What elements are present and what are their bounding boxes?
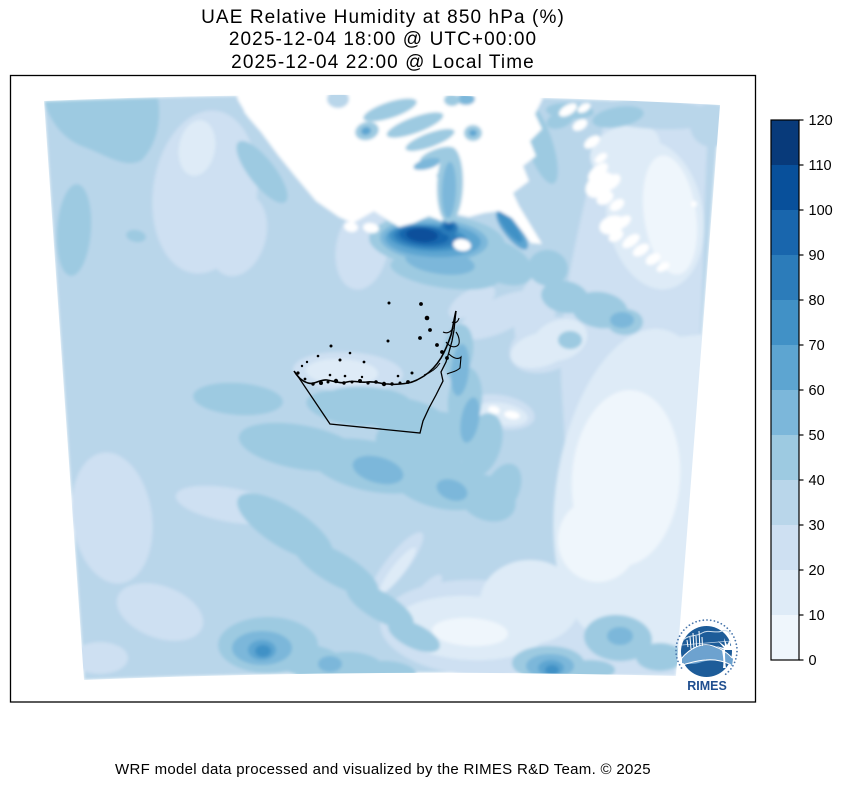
svg-text:40: 40 — [809, 473, 825, 489]
svg-text:50: 50 — [809, 428, 825, 444]
svg-text:110: 110 — [809, 158, 832, 174]
svg-text:120: 120 — [809, 113, 833, 129]
svg-text:10: 10 — [809, 608, 825, 624]
svg-text:70: 70 — [809, 338, 825, 354]
svg-text:20: 20 — [809, 563, 825, 579]
svg-text:60: 60 — [809, 383, 825, 399]
svg-text:30: 30 — [809, 518, 825, 534]
svg-text:0: 0 — [809, 653, 817, 669]
svg-text:80: 80 — [809, 293, 825, 309]
svg-text:RIMES: RIMES — [687, 679, 727, 693]
svg-text:100: 100 — [809, 203, 833, 219]
svg-text:90: 90 — [809, 248, 825, 264]
